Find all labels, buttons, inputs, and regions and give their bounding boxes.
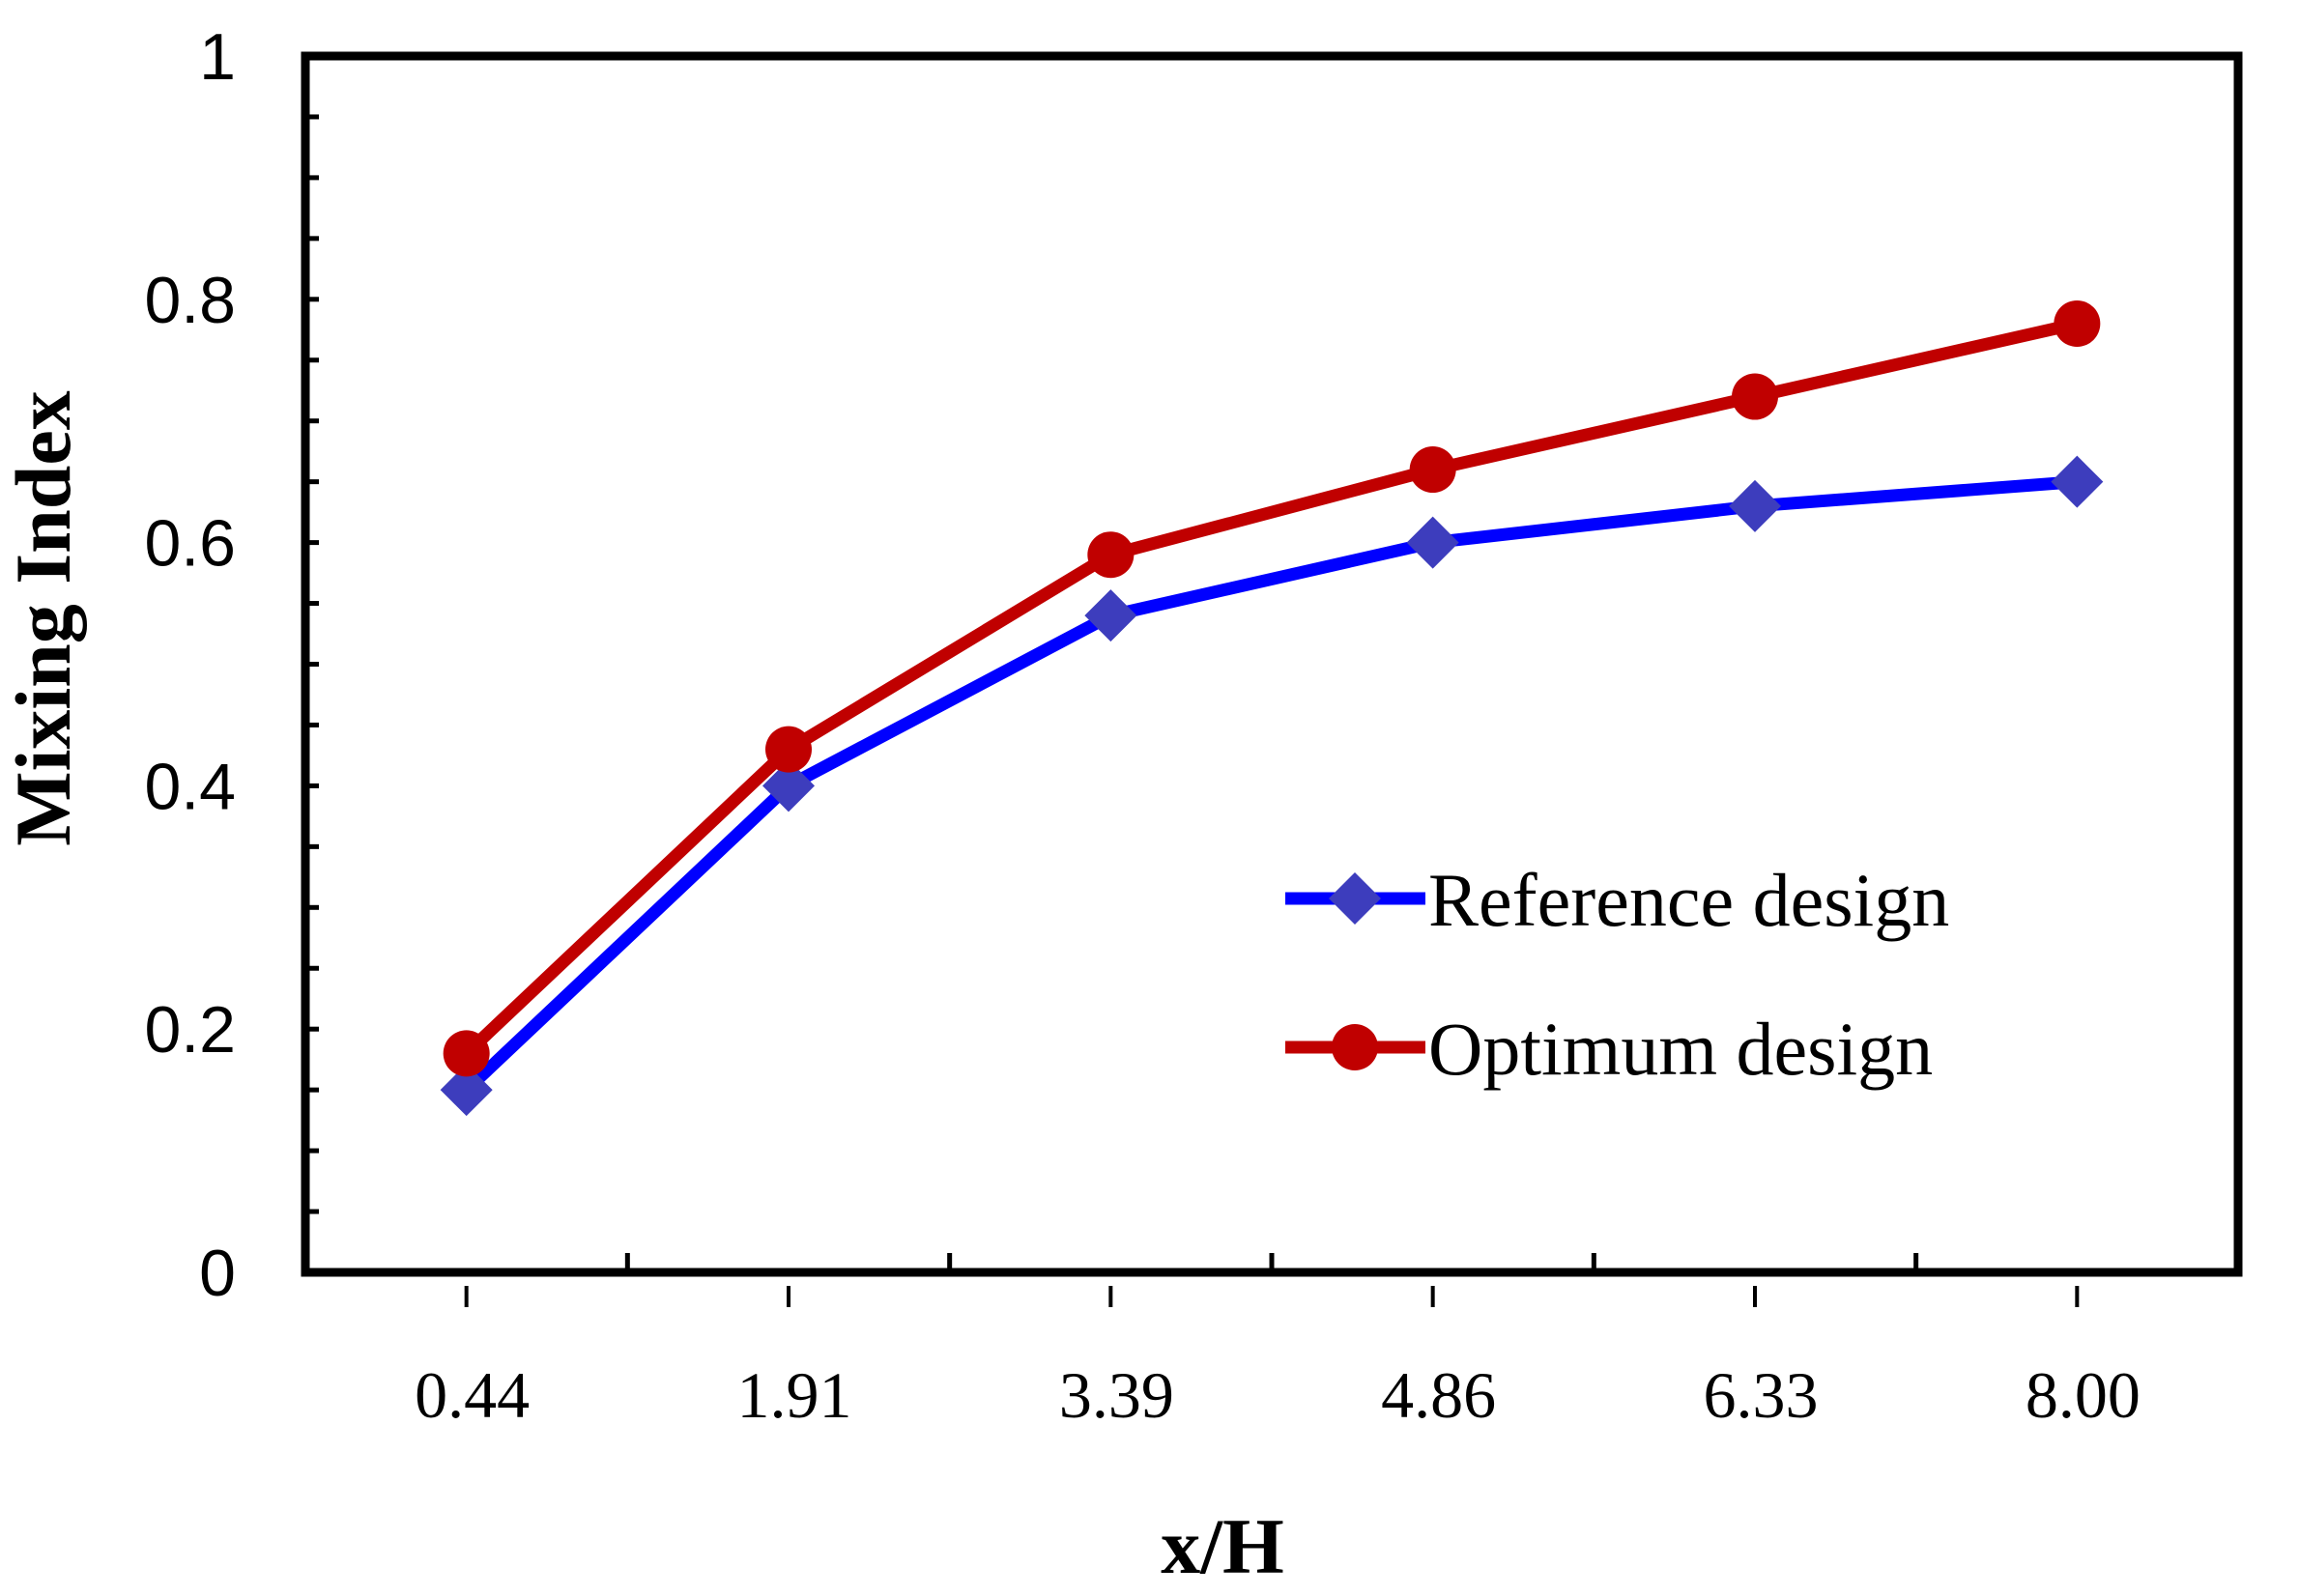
x-axis: 0.44 1.91 3.39 4.86 6.33 8.00 bbox=[415, 1253, 2141, 1432]
data-point bbox=[2051, 455, 2104, 508]
x-axis-title: x/H bbox=[1161, 1502, 1284, 1590]
data-point bbox=[762, 759, 815, 812]
legend-label: Reference design bbox=[1428, 858, 1949, 942]
legend-marker bbox=[1332, 1024, 1378, 1070]
data-point bbox=[1729, 479, 1781, 532]
series-layer bbox=[440, 299, 2104, 1117]
x-tick-label: 8.00 bbox=[2026, 1358, 2141, 1432]
y-axis: 0 0.2 0.4 0.6 0.8 1 bbox=[144, 20, 319, 1310]
data-point bbox=[1084, 589, 1137, 642]
data-point bbox=[1087, 531, 1135, 579]
y-tick-label: 0.6 bbox=[144, 507, 236, 581]
legend: Reference design Optimum design bbox=[1285, 858, 1949, 1091]
legend-item: Reference design bbox=[1285, 858, 1949, 942]
y-tick-label: 0.4 bbox=[144, 750, 236, 823]
data-point bbox=[2054, 299, 2101, 347]
series-reference-design bbox=[440, 455, 2104, 1117]
x-tick-label: 0.44 bbox=[415, 1358, 530, 1432]
y-tick-label: 1 bbox=[199, 20, 236, 94]
plot-frame bbox=[301, 51, 2243, 1277]
series-line bbox=[462, 475, 2078, 1095]
legend-marker bbox=[1329, 872, 1381, 925]
data-point bbox=[765, 726, 812, 773]
x-tick-label: 4.86 bbox=[1381, 1358, 1496, 1432]
series-line bbox=[462, 317, 2079, 1059]
legend-label: Optimum design bbox=[1428, 1007, 1933, 1091]
x-tick-label: 1.91 bbox=[737, 1358, 852, 1432]
x-tick-label: 6.33 bbox=[1704, 1358, 1819, 1432]
data-point bbox=[1406, 516, 1459, 569]
plot-border bbox=[301, 51, 2243, 1277]
x-tick-label: 3.39 bbox=[1059, 1358, 1174, 1432]
data-point bbox=[1409, 446, 1456, 494]
y-tick-label: 0.2 bbox=[144, 993, 236, 1067]
data-point bbox=[443, 1030, 490, 1077]
y-axis-title: Mixing Index bbox=[0, 390, 87, 846]
legend-item: Optimum design bbox=[1285, 1007, 1933, 1091]
y-tick-label: 0 bbox=[199, 1237, 236, 1310]
y-tick-label: 0.8 bbox=[144, 264, 236, 337]
series-optimum-design bbox=[443, 299, 2101, 1077]
data-point bbox=[1732, 373, 1778, 420]
data-point bbox=[440, 1064, 493, 1117]
